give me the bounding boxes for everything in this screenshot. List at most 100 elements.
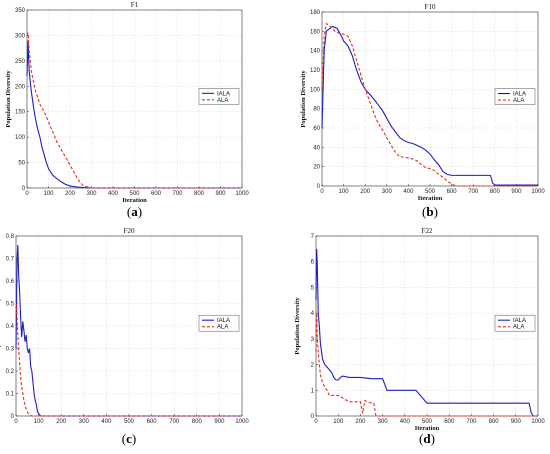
x-tick-label: 600 xyxy=(151,191,162,197)
legend-entry: IALA xyxy=(217,91,230,97)
panel-label: (c) xyxy=(122,431,136,446)
x-axis-label: Iteration xyxy=(415,425,440,432)
y-tick-label: 150 xyxy=(15,110,26,116)
x-tick-label: 0 xyxy=(314,419,318,425)
x-tick-label: 900 xyxy=(511,189,522,195)
series-line-iala xyxy=(15,244,242,417)
x-tick-label: 200 xyxy=(355,419,366,425)
panel-label: (b) xyxy=(422,204,438,219)
x-tick-label: 600 xyxy=(447,189,458,195)
x-tick-label: 800 xyxy=(192,419,203,425)
x-tick-label: 200 xyxy=(360,189,371,195)
y-tick-label: 1 xyxy=(311,388,315,394)
x-tick-label: 700 xyxy=(466,419,477,425)
y-tick-label: 0.5 xyxy=(6,302,15,308)
y-tick-label: 20 xyxy=(313,165,320,171)
x-tick-label: 300 xyxy=(382,189,393,195)
panel-label: (a) xyxy=(127,204,142,219)
y-tick-label: 250 xyxy=(15,59,26,65)
y-tick-label: 200 xyxy=(15,84,26,90)
x-tick-label: 700 xyxy=(468,189,479,195)
y-tick-label: 6 xyxy=(311,260,315,266)
chart-panel-c: 0 100 200 300 400 500 600 700 800 900 1000 0 0.1 0.2 0… xyxy=(0,227,249,446)
x-tick-label: 700 xyxy=(172,191,183,197)
series-line-ala xyxy=(26,32,242,189)
chart-panel-b: 0 100 200 300 400 500 600 700 800 900 1000 0 20 40 60 8… xyxy=(300,3,545,219)
y-tick-label: 140 xyxy=(310,49,321,55)
x-tick-label: 300 xyxy=(86,191,97,197)
x-tick-label: 900 xyxy=(511,419,522,425)
chart-panel-d: 0 100 200 300 400 500 600 700 800 900 1000 0 1 2 3 4 5 6 7… xyxy=(294,227,545,446)
x-tick-label: 800 xyxy=(489,419,500,425)
series-line-iala xyxy=(26,40,242,189)
x-tick-label: 500 xyxy=(124,419,135,425)
y-tick-label: 120 xyxy=(310,68,321,74)
y-tick-label: 3 xyxy=(311,337,315,343)
x-tick-label: 500 xyxy=(425,189,436,195)
y-tick-label: 0.7 xyxy=(6,257,15,263)
x-tick-label: 0 xyxy=(25,191,29,197)
y-tick-label: 0 xyxy=(317,184,321,190)
y-tick-label: 80 xyxy=(313,107,320,113)
x-tick-label: 400 xyxy=(108,191,119,197)
legend-entry: IALA xyxy=(513,318,526,324)
x-tick-label: 300 xyxy=(79,419,90,425)
y-tick-label: 180 xyxy=(310,10,321,16)
y-tick-label: 0.1 xyxy=(6,392,15,398)
x-tick-label: 100 xyxy=(333,419,344,425)
y-tick-label: 0 xyxy=(11,414,15,420)
legend-entry: ALA xyxy=(513,98,524,104)
x-tick-label: 200 xyxy=(56,419,67,425)
x-tick-label: 900 xyxy=(215,191,226,197)
x-tick-label: 100 xyxy=(43,191,54,197)
x-tick-label: 400 xyxy=(101,419,112,425)
y-tick-label: 0.3 xyxy=(6,347,15,353)
x-tick-label: 600 xyxy=(147,419,158,425)
x-tick-label: 800 xyxy=(194,191,205,197)
y-tick-label: 300 xyxy=(15,33,26,39)
y-tick-label: 100 xyxy=(310,87,321,93)
y-axis-label: Population Diversity xyxy=(5,70,12,128)
series-line-iala xyxy=(315,248,538,417)
y-tick-label: 60 xyxy=(313,126,320,132)
x-tick-label: 800 xyxy=(490,189,501,195)
y-axis-label: Population Diversity xyxy=(300,70,307,128)
series-line-ala xyxy=(321,22,538,187)
x-tick-label: 700 xyxy=(169,419,180,425)
legend-entry: IALA xyxy=(513,92,526,98)
y-tick-label: 0.2 xyxy=(6,369,15,375)
x-tick-label: 1000 xyxy=(531,419,545,425)
y-tick-label: 50 xyxy=(18,161,25,167)
legend-entry: ALA xyxy=(513,325,524,331)
y-tick-label: 0 xyxy=(311,414,315,420)
chart-title: F20 xyxy=(124,227,135,235)
x-tick-label: 600 xyxy=(444,419,455,425)
y-tick-label: 7 xyxy=(311,234,315,240)
x-tick-label: 0 xyxy=(14,419,18,425)
y-tick-label: 5 xyxy=(311,285,315,291)
x-tick-label: 900 xyxy=(214,419,225,425)
y-tick-label: 4 xyxy=(311,311,315,317)
x-tick-label: 100 xyxy=(339,189,350,195)
x-tick-label: 100 xyxy=(34,419,45,425)
y-tick-label: 0.8 xyxy=(6,234,15,240)
panel-label: (d) xyxy=(419,431,435,446)
x-tick-label: 1000 xyxy=(531,189,545,195)
legend-entry: IALA xyxy=(217,318,230,324)
x-tick-label: 1000 xyxy=(235,419,249,425)
x-tick-label: 0 xyxy=(320,189,324,195)
series-line-ala xyxy=(15,303,242,417)
x-tick-label: 200 xyxy=(65,191,76,197)
x-tick-label: 500 xyxy=(129,191,140,197)
x-axis-label: Iteration xyxy=(122,197,147,204)
y-tick-label: 100 xyxy=(15,135,26,141)
y-tick-label: 0 xyxy=(22,186,26,192)
chart-title: F10 xyxy=(425,3,436,11)
x-tick-label: 1000 xyxy=(235,191,249,197)
y-tick-label: 40 xyxy=(313,145,320,151)
y-tick-label: 2 xyxy=(311,363,315,369)
